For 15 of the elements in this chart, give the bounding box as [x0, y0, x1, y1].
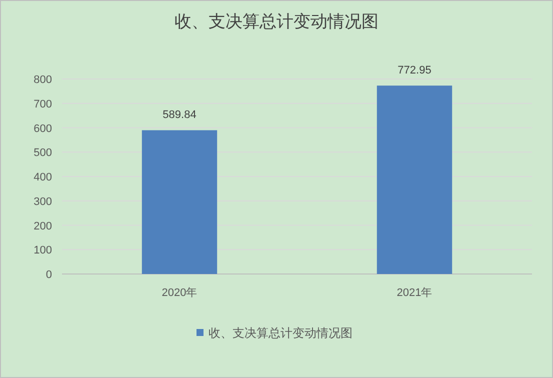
- y-tick-label: 100: [34, 244, 52, 257]
- y-tick-label: 300: [34, 196, 52, 208]
- data-label: 772.95: [398, 64, 432, 77]
- y-tick-label: 500: [34, 147, 52, 160]
- chart-title: 收、支决算总计变动情况图: [174, 12, 378, 31]
- legend-label: 收、支决算总计变动情况图: [208, 326, 352, 340]
- data-label: 589.84: [162, 109, 196, 122]
- x-tick-label: 2020年: [162, 287, 198, 299]
- x-tick-label: 2021年: [396, 287, 432, 299]
- y-tick-label: 600: [34, 122, 52, 135]
- y-tick-label: 0: [46, 269, 52, 281]
- y-tick-label: 400: [34, 172, 52, 184]
- y-tick-label: 200: [34, 220, 52, 232]
- y-tick-label: 800: [34, 74, 52, 86]
- y-tick-label: 700: [34, 98, 52, 110]
